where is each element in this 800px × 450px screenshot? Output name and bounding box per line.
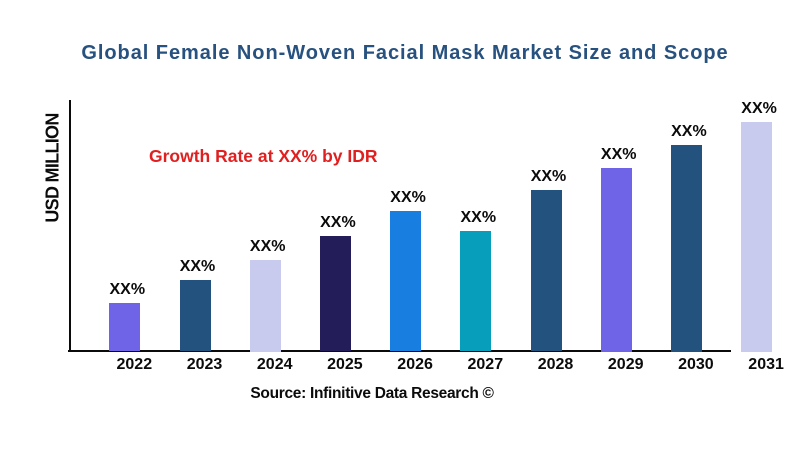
x-tick-2025: 2025 [327, 356, 363, 373]
bar-value-label-2022: XX% [109, 281, 146, 299]
x-tick-2024: 2024 [256, 356, 293, 373]
bar-2025 [319, 235, 351, 352]
x-tick-2023: 2023 [186, 356, 223, 373]
x-tick-2022: 2022 [116, 356, 153, 373]
x-tick-2028: 2028 [537, 356, 574, 373]
bar-value-label-2025: XX% [320, 213, 356, 231]
bar-2024 [249, 259, 281, 352]
bar-value-label-2029: XX% [600, 145, 637, 163]
bar-2031 [741, 121, 773, 352]
x-tick-2030: 2030 [678, 356, 714, 373]
bar-value-label-2030: XX% [671, 122, 707, 140]
bar-2028 [530, 189, 562, 352]
chart-title: Global Female Non-Woven Facial Mask Mark… [81, 42, 729, 64]
bar-value-label-2031: XX% [741, 99, 777, 117]
source-attribution: Source: Infinitive Data Research © [250, 384, 494, 402]
bar-2023 [179, 280, 211, 352]
bar-2022 [109, 303, 141, 352]
x-tick-2031: 2031 [748, 356, 784, 373]
bar-2027 [460, 230, 492, 352]
bar-value-label-2028: XX% [530, 167, 567, 185]
bar-value-label-2023: XX% [179, 258, 216, 276]
growth-rate-annotation: Growth Rate at XX% by IDR [149, 146, 378, 166]
bar-2030 [670, 144, 702, 352]
bar-value-label-2027: XX% [460, 208, 497, 226]
bar-value-label-2024: XX% [249, 237, 286, 255]
bar-value-label-2026: XX% [390, 189, 426, 207]
x-tick-2027: 2027 [467, 356, 504, 373]
y-axis-line [69, 100, 71, 352]
bar-2026 [390, 211, 422, 352]
bar-2029 [600, 167, 632, 352]
x-tick-2029: 2029 [607, 356, 644, 373]
x-tick-2026: 2026 [397, 356, 433, 373]
